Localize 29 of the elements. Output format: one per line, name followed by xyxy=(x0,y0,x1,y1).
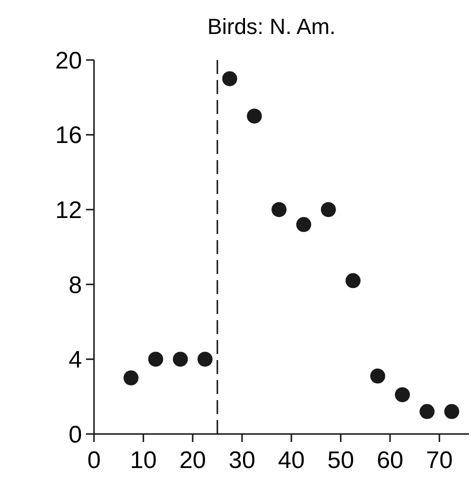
point xyxy=(296,217,312,232)
y-tick-label: 0 xyxy=(68,421,82,448)
point xyxy=(320,202,336,218)
x-tick-label: 50 xyxy=(327,447,354,474)
y-tick-label: 4 xyxy=(68,346,82,374)
x-tick-label: 40 xyxy=(278,447,305,474)
point xyxy=(394,387,410,402)
y-tick-label: 16 xyxy=(55,122,82,150)
point xyxy=(148,352,164,367)
chart-title: Birds: N. Am. xyxy=(207,14,336,39)
y-tick-label: 12 xyxy=(55,197,82,224)
x-tick-label: 0 xyxy=(87,447,101,474)
point xyxy=(272,202,287,218)
x-tick-label: 20 xyxy=(179,447,206,474)
point xyxy=(370,368,386,384)
point xyxy=(444,404,460,420)
point xyxy=(172,352,188,367)
y-tick-label: 8 xyxy=(68,272,82,299)
point xyxy=(246,108,262,124)
x-tick-label: 10 xyxy=(130,447,157,474)
y-tick-label: 20 xyxy=(55,47,82,74)
point xyxy=(346,273,361,288)
point xyxy=(420,404,435,420)
x-tick-label: 60 xyxy=(376,447,404,474)
point xyxy=(124,370,139,386)
x-tick-label: 30 xyxy=(228,447,256,474)
point xyxy=(198,352,213,367)
x-tick-label: 70 xyxy=(426,447,453,474)
point xyxy=(222,71,238,86)
